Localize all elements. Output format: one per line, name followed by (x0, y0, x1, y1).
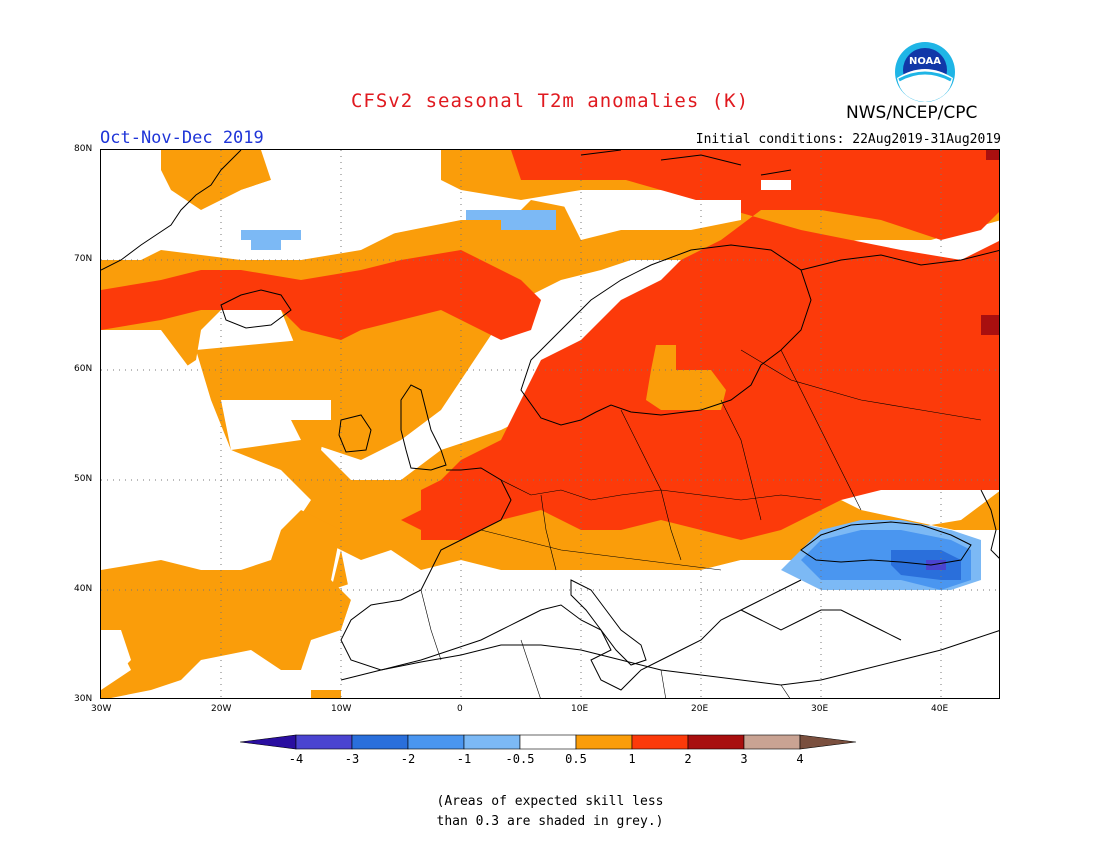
agency-label: NWS/NCEP/CPC (846, 103, 978, 123)
border-segment-1 (500, 479, 822, 501)
border-segment-3 (620, 409, 682, 561)
coastline-scandinavia (520, 244, 812, 426)
skill-note-line1: (Areas of expected skill less (436, 794, 664, 809)
colorbar (240, 734, 857, 750)
colorbar-segment-6 (575, 734, 633, 750)
colorbar-tick-label: -2 (400, 752, 416, 766)
border-segment-7 (740, 349, 982, 421)
lat-label-70n: 70N (74, 254, 93, 264)
anomaly-cell-orange-south (311, 690, 341, 698)
lon-label-20e: 20E (691, 704, 709, 714)
coastline-ireland (338, 414, 372, 453)
anomaly-cell-lightblue-greenland2 (251, 240, 281, 250)
border-segment-5 (780, 349, 862, 511)
anomaly-cell-darkred-arctic (986, 150, 999, 160)
anomaly-region-red-north-atlantic (101, 250, 541, 340)
neutral-region-atlantic-middle (221, 400, 331, 450)
coastline-greenland (101, 150, 242, 271)
anomaly-band-1-2 (101, 150, 999, 540)
lon-label-10w: 10W (331, 704, 352, 714)
colorbar-segment-5 (519, 734, 577, 750)
anomaly-region-orange-southwest (101, 510, 351, 698)
skill-note: (Areas of expected skill less than 0.3 a… (0, 792, 1100, 832)
forecast-period: Oct-Nov-Dec 2019 (100, 128, 264, 148)
neutral-region-north-africa-edge (101, 630, 131, 670)
colorbar-arrow-low (240, 734, 297, 750)
border-segment-6 (540, 494, 557, 571)
neutral-cell-svalbard (761, 180, 791, 190)
border-segment-8 (420, 589, 442, 661)
lat-label-50n: 50N (74, 474, 93, 484)
colorbar-tick-label: 0.5 (565, 752, 587, 766)
coastline-black-sea (800, 521, 972, 566)
colorbar-segments (240, 734, 857, 750)
lat-label-40n: 40N (74, 584, 93, 594)
colorbar-arrow-high (799, 734, 857, 750)
coastline-western-europe (340, 467, 802, 691)
anomaly-region-red-central-europe (401, 410, 841, 540)
colorbar-tick-label: 1 (628, 752, 636, 766)
border-segment-9 (520, 639, 791, 698)
lon-label-10e: 10E (571, 704, 589, 714)
coastline-arctic-islands (580, 150, 792, 176)
coastline-arctic-russia (800, 249, 999, 271)
graticule (101, 150, 999, 698)
coastline-north-africa (340, 630, 999, 686)
lon-label-30w: 30W (91, 704, 112, 714)
lon-label-20w: 20W (211, 704, 232, 714)
anomaly-region-red-arctic (511, 150, 861, 180)
neutral-region-atlantic-west (101, 330, 301, 560)
lat-label-30n: 30N (74, 694, 93, 704)
lon-label-30e: 30E (811, 704, 829, 714)
colorbar-tick-label: -3 (344, 752, 360, 766)
anomaly-map (100, 149, 1000, 699)
border-segment-4 (720, 399, 762, 521)
anomaly-cell-lightblue-greenland (241, 230, 301, 240)
coastline-italy (570, 579, 647, 666)
anomaly-cell-darkred-urals (981, 315, 999, 335)
anomaly-cell-purple-turkey (926, 560, 946, 570)
colorbar-segment-2 (351, 734, 409, 750)
coastline-great-britain (400, 384, 447, 471)
country-borders (420, 349, 982, 698)
coastline-iceland (220, 289, 292, 329)
anomaly-cell-lightblue-arctic2 (501, 220, 556, 230)
colorbar-segment-1 (295, 734, 353, 750)
initial-conditions: Initial conditions: 22Aug2019-31Aug2019 (695, 132, 1001, 147)
colorbar-tick-label: -0.5 (505, 752, 535, 766)
coastlines (101, 150, 999, 691)
map-canvas (101, 150, 999, 698)
colorbar-tick-label: -4 (288, 752, 304, 766)
noaa-logo-text: NOAA (909, 56, 941, 67)
lat-label-60n: 60N (74, 364, 93, 374)
map-title: CFSv2 seasonal T2m anomalies (K) (350, 90, 750, 112)
coastline-caspian (980, 489, 999, 559)
colorbar-segment-8 (687, 734, 745, 750)
colorbar-tick-label: 2 (684, 752, 692, 766)
anomaly-cell-lightblue-arctic (466, 210, 556, 220)
colorbar-tick-label: 4 (796, 752, 804, 766)
colorbar-segment-3 (407, 734, 465, 750)
coastline-mediterranean-east (740, 609, 902, 641)
neutral-region-arctic-middle (561, 200, 741, 240)
skill-note-line2: than 0.3 are shaded in grey.) (436, 814, 664, 829)
anomaly-region-orange-sweden (646, 345, 726, 410)
colorbar-tick-label: 3 (740, 752, 748, 766)
border-segment-2 (480, 529, 722, 571)
colorbar-tick-label: -1 (456, 752, 472, 766)
lon-label-40e: 40E (931, 704, 949, 714)
lon-label-0: 0 (457, 704, 463, 714)
colorbar-segment-7 (631, 734, 689, 750)
lat-label-80n: 80N (74, 144, 93, 154)
colorbar-segment-4 (463, 734, 521, 750)
colorbar-segment-9 (743, 734, 801, 750)
noaa-logo: NOAA (895, 42, 955, 102)
